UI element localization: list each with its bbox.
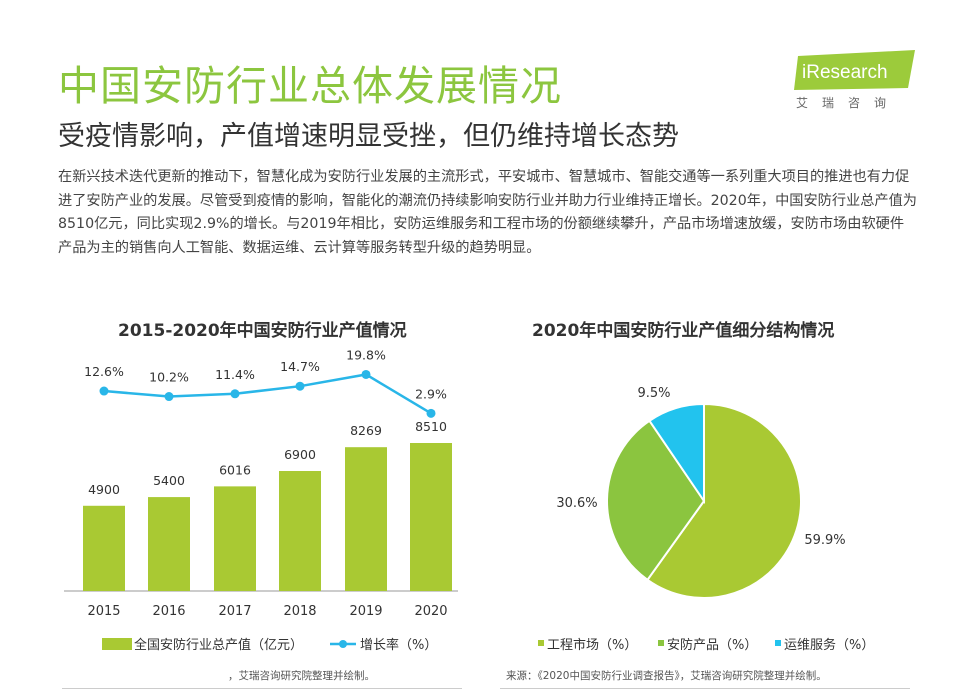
growth-rate-point (295, 381, 305, 391)
growth-rate-label: 19.8% (346, 347, 386, 362)
bar (345, 447, 387, 591)
logo-badge (794, 50, 915, 90)
bar (410, 443, 452, 591)
footer-divider-left (62, 688, 462, 689)
x-tick-label: 2019 (349, 604, 382, 619)
legend-label-growth: 增长率（%） (360, 637, 437, 653)
growth-rate-point (99, 386, 109, 396)
bar-chart-title: 2015-2020年中国安防行业产值情况 (118, 321, 407, 341)
legend-swatch (658, 640, 664, 646)
legend-label: 运维服务（%） (784, 637, 874, 653)
pie-slice-label: 59.9% (804, 533, 845, 548)
growth-rate-line (103, 373, 432, 415)
growth-rate-point (361, 369, 371, 379)
intro-paragraph: 在新兴技术迭代更新的推动下，智慧化成为安防行业发展的主流形式，平安城市、智慧城市… (58, 169, 917, 256)
x-tick-label: 2017 (218, 604, 251, 619)
logo-cn-text: 艾瑞咨询 (796, 96, 901, 110)
pie-slice (648, 402, 705, 505)
bar-value-label: 6016 (219, 462, 251, 477)
legend-swatch-output (102, 638, 132, 650)
legend-marker-growth (339, 640, 347, 648)
logo-brand-text: iResearch (802, 62, 888, 83)
bar-value-label: 6900 (284, 447, 316, 462)
growth-rate-point (426, 408, 436, 418)
source-note-left: ，艾瑞咨询研究院整理并绘制。 (228, 670, 375, 682)
x-tick-label: 2016 (152, 604, 185, 619)
pie-slice (606, 419, 706, 582)
x-tick-label: 2020 (414, 604, 447, 619)
x-tick-label: 2018 (283, 604, 316, 619)
bar (148, 497, 190, 591)
pie-slice-label: 9.5% (637, 386, 670, 401)
growth-rate-label: 2.9% (415, 386, 447, 401)
page-title: 中国安防行业总体发展情况 (58, 62, 562, 110)
bar (83, 505, 125, 591)
legend-label-output: 全国安防行业总产值（亿元） (134, 637, 303, 653)
legend-label: 工程市场（%） (547, 637, 637, 653)
x-tick-label: 2015 (87, 604, 120, 619)
bar-value-label: 4900 (88, 482, 120, 497)
legend-swatch (538, 640, 544, 646)
source-note-right: 来源：《2020中国安防行业调查报告》，艾瑞咨询研究院整理并绘制。 (506, 670, 827, 682)
footer-divider-right (500, 688, 910, 689)
page-subtitle: 受疫情影响，产值增速明显受挫，但仍维持增长态势 (58, 121, 679, 152)
bar-value-label: 8510 (415, 419, 447, 434)
bar (279, 471, 321, 591)
legend-label: 安防产品（%） (667, 637, 757, 653)
pie-slice-label: 30.6% (556, 496, 597, 511)
pie-chart-title: 2020年中国安防行业产值细分结构情况 (532, 321, 835, 341)
growth-rate-label: 10.2% (149, 370, 189, 385)
iresearch-logo: iResearch 艾瑞咨询 (790, 50, 915, 112)
growth-rate-label: 12.6% (84, 364, 124, 379)
growth-rate-label: 11.4% (215, 367, 255, 382)
growth-rate-label: 14.7% (280, 359, 320, 374)
bar-value-label: 5400 (153, 473, 185, 488)
growth-rate-point (230, 389, 240, 399)
legend-swatch (775, 640, 781, 646)
pie-slice (646, 402, 802, 599)
bar (214, 486, 256, 591)
growth-rate-point (164, 392, 174, 402)
bar-value-label: 8269 (350, 423, 382, 438)
